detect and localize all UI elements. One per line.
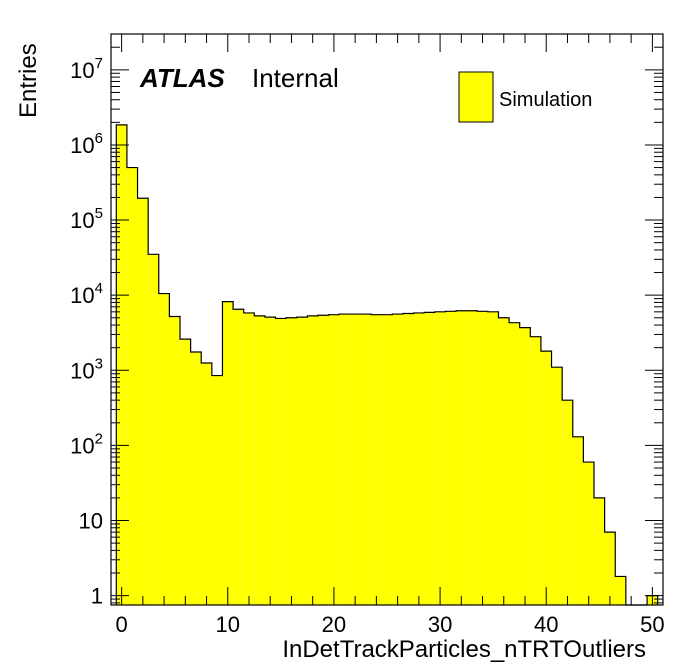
y-tick-label: 104 — [70, 280, 103, 308]
histogram-bar — [604, 532, 616, 605]
x-axis-title: InDetTrackParticles_nTRTOutliers — [282, 636, 646, 663]
histogram-bar — [233, 309, 244, 605]
plot-frame — [110, 33, 664, 606]
legend-swatch — [458, 71, 494, 123]
x-tick-label: 20 — [322, 612, 346, 637]
histogram-bar — [126, 167, 138, 605]
y-tick-label: 103 — [70, 355, 103, 383]
y-tick-base: 10 — [79, 509, 103, 534]
histogram-bar — [296, 317, 308, 605]
histogram-layer — [115, 124, 659, 606]
histogram-bar — [211, 375, 223, 605]
histogram-bar — [530, 336, 541, 605]
y-tick-base: 10 — [70, 208, 94, 233]
x-tick-label: 10 — [216, 612, 240, 637]
axes-layer — [111, 33, 663, 605]
histogram-bar — [424, 312, 435, 605]
histogram-bar — [381, 314, 393, 605]
histogram-bar — [318, 315, 329, 605]
y-tick-base: 1 — [91, 584, 103, 609]
x-tick-label: 0 — [115, 612, 127, 637]
histogram-bar — [339, 314, 350, 605]
y-tick-base: 10 — [70, 433, 94, 458]
y-tick-label: 1 — [91, 584, 103, 609]
histogram-bar — [116, 124, 127, 605]
histogram-bar — [456, 310, 467, 605]
x-tick-label: 50 — [640, 612, 664, 637]
y-tick-base: 10 — [70, 58, 94, 83]
y-tick-label: 107 — [70, 55, 103, 83]
histogram-bar — [466, 310, 478, 605]
y-tick-exponent: 5 — [95, 205, 103, 222]
histogram-bar — [148, 254, 159, 605]
legend-entry-simulation: Simulation — [499, 89, 592, 111]
x-tick-labels: 0 10 20 30 40 50 — [115, 612, 664, 637]
histogram-bar — [371, 314, 382, 605]
y-tick-exponent: 2 — [95, 430, 103, 447]
histogram-bar — [402, 313, 414, 605]
histogram-bar — [509, 322, 520, 605]
histogram-bar — [562, 400, 573, 605]
histogram-bar — [434, 311, 446, 605]
histogram-bar — [540, 351, 552, 605]
y-tick-exponent: 7 — [95, 55, 103, 72]
histogram-bar — [243, 312, 255, 605]
y-tick-label: 106 — [70, 130, 103, 158]
histogram-bar — [349, 314, 361, 605]
y-tick-label: 10 — [79, 509, 103, 534]
atlas-label: ATLAS — [139, 63, 225, 93]
histogram-bar — [360, 314, 372, 605]
histogram-bar — [615, 576, 626, 605]
histogram-bar — [286, 317, 297, 605]
histogram-bar — [222, 301, 234, 605]
histogram-bar — [519, 327, 531, 605]
internal-label: Internal — [252, 63, 339, 93]
x-tick-label: 30 — [428, 612, 452, 637]
histogram-bar — [477, 311, 488, 605]
histogram-bar — [445, 311, 456, 605]
histogram-bar — [487, 311, 499, 605]
y-tick-exponent: 6 — [95, 130, 103, 147]
histogram-bar — [137, 198, 149, 605]
y-tick-exponent: 3 — [95, 355, 103, 372]
y-tick-label: 105 — [70, 205, 103, 233]
x-tick-label: 40 — [534, 612, 558, 637]
histogram-bar — [583, 462, 594, 605]
histogram-bar — [158, 293, 170, 605]
histogram-bar — [180, 339, 191, 605]
y-tick-base: 10 — [70, 283, 94, 308]
histogram-bar — [275, 318, 287, 605]
histogram-bar — [201, 363, 212, 605]
histogram-bar — [498, 317, 510, 605]
histogram-bar — [328, 314, 340, 605]
histogram-outline — [115, 124, 659, 606]
histogram-bar — [190, 352, 202, 605]
y-tick-label: 102 — [70, 430, 103, 458]
histogram-bar — [551, 367, 563, 605]
histogram-bar — [413, 312, 425, 605]
y-tick-base: 10 — [70, 358, 94, 383]
histogram-bar — [254, 315, 265, 605]
histogram-bar — [392, 314, 403, 605]
y-tick-base: 10 — [70, 133, 94, 158]
histogram-bar — [594, 497, 605, 605]
histogram-bar — [264, 317, 276, 605]
y-axis-title: Entries — [15, 43, 42, 118]
histogram-bar — [572, 436, 584, 605]
y-tick-exponent: 4 — [95, 280, 103, 297]
histogram-bar — [169, 316, 180, 605]
histogram-bar — [307, 315, 318, 605]
